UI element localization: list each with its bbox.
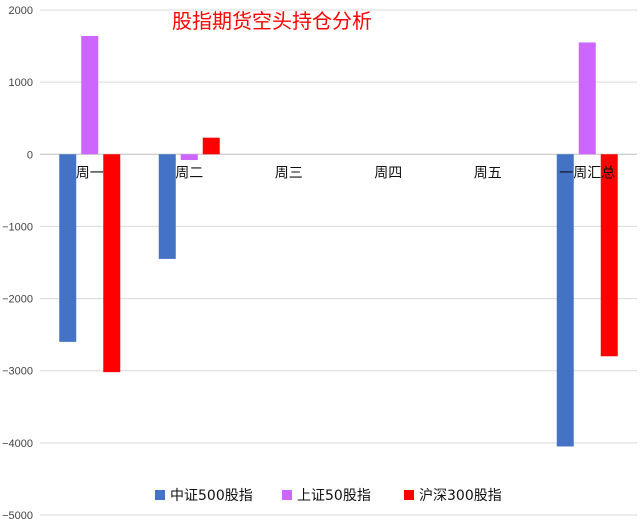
legend-swatch (282, 490, 292, 500)
bar (556, 154, 574, 447)
chart-title: 股指期货空头持仓分析 (172, 9, 372, 33)
legend-label: 上证50股指 (297, 488, 371, 504)
x-tick-label: 周五 (474, 165, 502, 181)
x-tick-label: 一周汇总 (559, 165, 615, 181)
y-tick-label: −1000 (2, 221, 33, 233)
bar (59, 154, 77, 342)
bar (180, 154, 198, 161)
bar (600, 154, 618, 357)
y-tick-label: −5000 (2, 510, 33, 519)
bar (202, 137, 220, 155)
x-tick-label: 周一 (76, 165, 104, 181)
y-tick-label: −2000 (2, 294, 33, 306)
y-axis: 2000 1000 0 −1000 −2000 −3000 −4000 −5000 (2, 5, 33, 519)
y-tick-label: 1000 (9, 77, 33, 89)
x-tick-label: 周三 (275, 165, 303, 181)
bar (578, 42, 596, 155)
x-tick-label: 周四 (374, 165, 402, 181)
y-tick-label: 2000 (9, 5, 33, 17)
bars (59, 35, 618, 447)
bar (103, 154, 121, 373)
legend-label: 沪深300股指 (419, 488, 502, 504)
legend: 中证500股指 上证50股指 沪深300股指 (155, 488, 502, 504)
legend-swatch (404, 490, 414, 500)
bar (158, 154, 176, 259)
legend-swatch (155, 490, 165, 500)
bar (81, 35, 99, 155)
x-axis: 周一 周二 周三 周四 周五 一周汇总 (76, 165, 616, 181)
y-tick-label: −3000 (2, 366, 33, 378)
x-tick-label: 周二 (175, 165, 203, 181)
y-tick-label: 0 (27, 149, 33, 161)
gridlines (40, 9, 637, 516)
y-tick-label: −4000 (2, 438, 33, 450)
legend-label: 中证500股指 (170, 488, 253, 504)
